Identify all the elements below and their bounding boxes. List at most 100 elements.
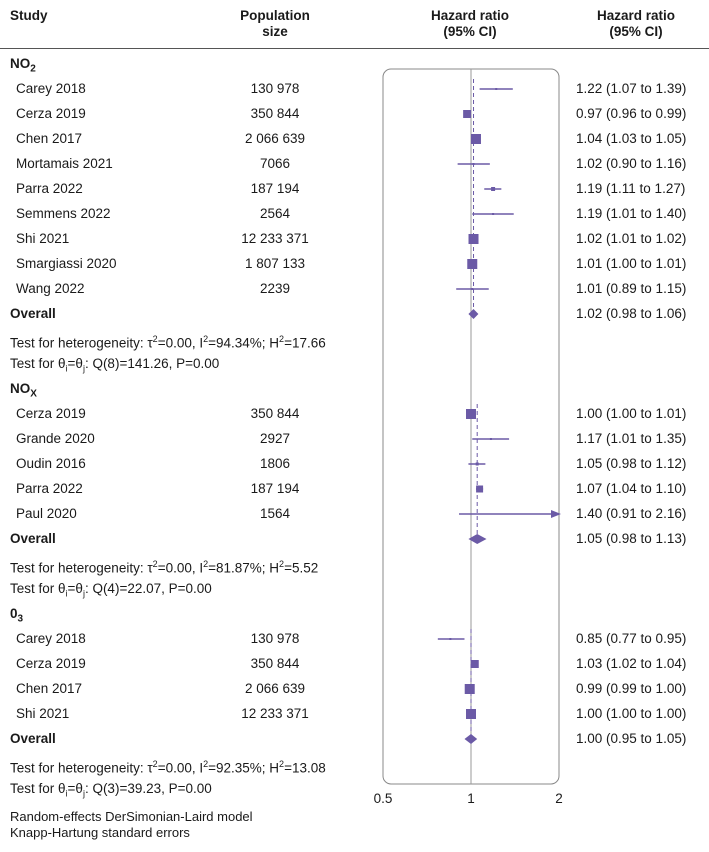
- theta-test: Test for θi=θj: Q(4)=22.07, P=0.00: [10, 581, 212, 602]
- point-estimate: [470, 134, 481, 144]
- population-size: 2239: [259, 281, 291, 296]
- point-estimate: [476, 485, 484, 493]
- hazard-ratio-ci: 1.03 (1.02 to 1.04): [576, 656, 687, 671]
- het-tau-sup: 2: [152, 559, 158, 569]
- footnote-errors: Knapp-Hartung standard errors: [10, 825, 190, 840]
- population-size: 130 978: [250, 631, 300, 646]
- study-name: Chen 2017: [16, 131, 83, 146]
- population-size: 187 194: [250, 181, 300, 196]
- het-end: =13.08: [284, 760, 326, 776]
- test-sub-i: i: [65, 363, 68, 374]
- population-size: 12 233 371: [241, 231, 309, 246]
- header-divider: [0, 48, 709, 49]
- study-name: Mortamais 2021: [16, 156, 113, 171]
- test-prefix: Test for θ: [10, 781, 66, 796]
- het-i-sup: 2: [203, 759, 209, 769]
- population-size: 350 844: [250, 656, 300, 671]
- test-prefix: Test for θ: [10, 581, 66, 596]
- point-estimate: [491, 187, 496, 191]
- point-estimate: [464, 684, 475, 694]
- study-name: Smargiassi 2020: [16, 256, 117, 271]
- het-h-sup: 2: [279, 759, 285, 769]
- hazard-ratio-ci: 1.02 (0.90 to 1.16): [576, 156, 687, 171]
- theta-test: Test for θi=θj: Q(3)=39.23, P=0.00: [10, 781, 212, 802]
- hazard-ratio-ci: 1.00 (1.00 to 1.01): [576, 406, 687, 421]
- test-sub-i: i: [65, 788, 68, 799]
- group-name: NO: [10, 56, 31, 71]
- heterogeneity-test: Test for heterogeneity: τ2=0.00, I2=94.3…: [10, 331, 326, 352]
- population-size: 187 194: [250, 481, 300, 496]
- het-prefix: Test for heterogeneity: τ: [10, 560, 153, 576]
- overall-label: Overall: [10, 731, 56, 746]
- point-estimate: [468, 234, 479, 244]
- test-sub-i: i: [65, 588, 68, 599]
- group-label: NOX: [10, 381, 37, 403]
- study-name: Oudin 2016: [16, 456, 86, 471]
- het-tau-sup: 2: [152, 759, 158, 769]
- hazard-ratio-ci: 1.19 (1.11 to 1.27): [576, 181, 686, 196]
- population-size: 2927: [259, 431, 291, 446]
- header-ci: Hazard ratio (95% CI): [566, 8, 706, 40]
- group-subscript: X: [30, 388, 37, 400]
- point-estimate: [492, 213, 495, 215]
- overall-diamond: [464, 734, 478, 744]
- point-estimate: [467, 259, 478, 269]
- hazard-ratio-ci: 1.00 (1.00 to 1.00): [576, 706, 687, 721]
- population-size: 7066: [259, 156, 291, 171]
- header-plot-line2: (95% CI): [443, 24, 497, 39]
- het-tau-sup: 2: [152, 334, 158, 344]
- test-eq: =θ: [67, 581, 83, 596]
- overall-hazard-ratio: 1.02 (0.98 to 1.06): [576, 306, 687, 321]
- het-mid1: =0.00, I: [157, 560, 204, 576]
- header-population: Population size: [195, 8, 355, 40]
- hazard-ratio-ci: 0.85 (0.77 to 0.95): [576, 631, 687, 646]
- test-eq: =θ: [67, 781, 83, 796]
- group-label: 03: [10, 606, 23, 628]
- population-size: 130 978: [250, 81, 300, 96]
- overall-label: Overall: [10, 531, 56, 546]
- hazard-ratio-ci: 1.02 (1.01 to 1.02): [576, 231, 687, 246]
- population-size: 1806: [259, 456, 291, 471]
- hazard-ratio-ci: 1.04 (1.03 to 1.05): [576, 131, 687, 146]
- het-h-sup: 2: [279, 334, 285, 344]
- test-rest: : Q(8)=141.26, P=0.00: [84, 356, 220, 371]
- population-size: 2 066 639: [244, 681, 306, 696]
- het-i-sup: 2: [203, 559, 209, 569]
- population-size: 12 233 371: [241, 706, 309, 721]
- het-mid2: =94.34%; H: [208, 335, 280, 351]
- test-sub-j: j: [82, 363, 85, 374]
- study-name: Shi 2021: [16, 706, 70, 721]
- het-prefix: Test for heterogeneity: τ: [10, 335, 153, 351]
- study-name: Cerza 2019: [16, 656, 86, 671]
- hazard-ratio-ci: 0.97 (0.96 to 0.99): [576, 106, 687, 121]
- hazard-ratio-ci: 1.07 (1.04 to 1.10): [576, 481, 687, 496]
- hazard-ratio-ci: 1.05 (0.98 to 1.12): [576, 456, 687, 471]
- population-size: 2564: [259, 206, 291, 221]
- hazard-ratio-ci: 1.01 (1.00 to 1.01): [576, 256, 687, 271]
- population-size: 2 066 639: [244, 131, 306, 146]
- point-estimate: [471, 288, 474, 290]
- point-estimate: [466, 409, 476, 419]
- x-tick-label: 0.5: [374, 791, 393, 806]
- study-name: Parra 2022: [16, 481, 83, 496]
- header-plot: Hazard ratio (95% CI): [395, 8, 545, 40]
- hazard-ratio-ci: 0.99 (0.99 to 1.00): [576, 681, 687, 696]
- point-estimate: [470, 660, 479, 668]
- header-population-line1: Population: [240, 8, 310, 23]
- population-size: 350 844: [250, 406, 300, 421]
- heterogeneity-test: Test for heterogeneity: τ2=0.00, I2=92.3…: [10, 756, 326, 777]
- header-ci-line1: Hazard ratio: [596, 8, 676, 23]
- study-name: Paul 2020: [16, 506, 77, 521]
- study-name: Grande 2020: [16, 431, 95, 446]
- header-study: Study: [10, 8, 48, 23]
- population-size: 1564: [259, 506, 291, 521]
- ci-arrow: [551, 510, 561, 518]
- test-eq: =θ: [67, 356, 83, 371]
- x-tick-label: 2: [555, 791, 563, 806]
- study-name: Parra 2022: [16, 181, 83, 196]
- group-name: 0: [10, 606, 18, 621]
- hazard-ratio-ci: 1.19 (1.01 to 1.40): [576, 206, 687, 221]
- test-sub-j: j: [82, 788, 85, 799]
- point-estimate: [449, 638, 452, 640]
